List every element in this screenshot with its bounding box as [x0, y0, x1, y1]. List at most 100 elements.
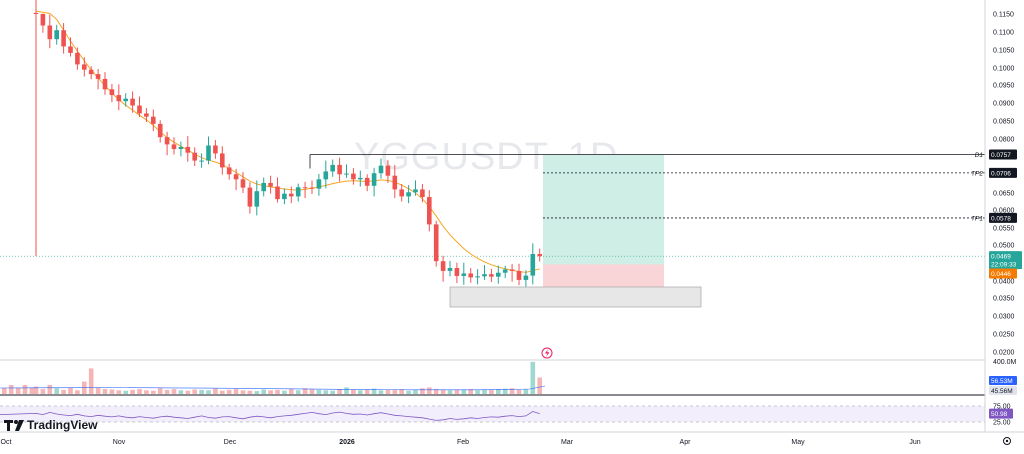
volume-bar — [323, 390, 329, 394]
rsi-level-label: 75.00 — [993, 404, 1011, 411]
candle-body — [233, 174, 239, 180]
rsi-line — [0, 410, 540, 421]
candle-body — [199, 160, 204, 162]
volume-bar — [427, 387, 432, 394]
level-price-tag: 0.0578 — [991, 215, 1011, 222]
volume-bar — [102, 389, 108, 394]
candle-body — [364, 177, 370, 186]
candle-body — [406, 192, 411, 197]
candle-body — [468, 273, 473, 278]
candle-body — [392, 175, 398, 190]
volume-tag-value: 45.56M — [991, 388, 1013, 395]
volume-bar — [116, 390, 122, 394]
price-tick-label: 0.0650 — [993, 191, 1015, 198]
price-tick-label: 0.1100 — [993, 30, 1014, 37]
volume-bar — [516, 389, 522, 394]
volume-bar — [351, 389, 356, 394]
volume-bar — [171, 389, 177, 394]
date-tick-label: 2026 — [339, 439, 355, 446]
volume-bar — [502, 388, 508, 394]
candle-body — [151, 116, 156, 124]
volume-bar — [123, 390, 128, 394]
volume-bar — [489, 389, 494, 394]
current-price-tag-bg — [989, 251, 1022, 270]
date-tick-label: Apr — [680, 439, 692, 446]
volume-bar — [233, 389, 239, 394]
volume-bar — [344, 387, 349, 394]
volume-bar — [40, 389, 46, 394]
volume-tag-bg — [989, 376, 1017, 385]
candle-body — [496, 272, 501, 277]
candle-body — [282, 193, 287, 200]
volume-bar — [447, 390, 453, 394]
volume-bar — [254, 391, 260, 394]
candle-body — [378, 165, 384, 174]
volume-ma-line — [0, 385, 546, 391]
settings-gear-icon[interactable] — [1003, 437, 1011, 445]
date-tick-label: Mar — [561, 439, 574, 446]
date-tick-label: Nov — [113, 439, 126, 446]
volume-axis-label: 400.0M — [993, 359, 1017, 366]
level-label: TP2 — [971, 170, 983, 177]
price-tick-label: 0.0200 — [993, 350, 1015, 357]
volume-bar — [109, 389, 115, 394]
support-box[interactable] — [449, 286, 702, 308]
candle-body — [268, 182, 273, 187]
candle-body — [247, 187, 253, 207]
price-tick-label: 0.0850 — [993, 119, 1015, 126]
candle-body — [337, 164, 342, 175]
volume-bar — [164, 389, 170, 394]
candle-body — [530, 254, 536, 276]
candle-body — [413, 189, 418, 193]
candle-body — [130, 98, 135, 106]
price-tick-label: 0.0800 — [993, 137, 1015, 144]
candle-body — [95, 74, 101, 79]
price-tick-label: 0.1000 — [993, 66, 1015, 73]
level-price-tag-bg — [989, 212, 1017, 223]
volume-bar — [47, 384, 53, 394]
candle-body — [358, 177, 363, 180]
volume-bar — [240, 390, 246, 394]
volume-bar — [509, 388, 515, 394]
volume-bar — [475, 390, 480, 394]
price-tick-label: 0.0400 — [993, 279, 1015, 286]
candle-body — [254, 191, 260, 207]
candle-body — [144, 113, 149, 117]
price-tick-label: 0.0350 — [993, 296, 1015, 303]
volume-bar — [440, 389, 446, 394]
candle-body — [82, 64, 87, 70]
volume-bar — [199, 389, 204, 394]
entry-price-tag: 0.0446 — [991, 271, 1011, 278]
date-tick-label: Dec — [224, 439, 237, 446]
volume-bar — [54, 388, 59, 394]
volume-bar — [316, 389, 322, 394]
volume-bar — [29, 388, 35, 394]
date-tick-label: Oct — [1, 439, 12, 446]
candle-body — [385, 165, 391, 176]
take-profit-zone[interactable] — [543, 154, 664, 265]
volume-bar — [185, 390, 191, 394]
volume-bar — [295, 390, 301, 394]
candle-body — [261, 182, 266, 192]
candle-body — [220, 153, 225, 168]
candle-body — [75, 52, 80, 65]
volume-bar — [309, 389, 315, 394]
price-tick-label: 0.1050 — [993, 48, 1015, 55]
volume-bar — [88, 368, 94, 394]
candle-body — [116, 95, 122, 102]
volume-bar — [130, 389, 135, 394]
volume-bar — [523, 389, 529, 394]
candle-body — [461, 273, 467, 276]
candle-body — [351, 173, 356, 180]
flash-event-icon[interactable] — [541, 347, 553, 359]
candle-body — [68, 46, 73, 53]
candle-body — [440, 261, 446, 271]
candle-body — [502, 269, 508, 273]
candle-body — [509, 269, 515, 271]
candle-body — [54, 30, 59, 40]
volume-bar — [392, 389, 398, 394]
candle-body — [185, 146, 191, 153]
date-tick-label: May — [791, 439, 805, 446]
volume-tag-bg — [989, 386, 1017, 395]
